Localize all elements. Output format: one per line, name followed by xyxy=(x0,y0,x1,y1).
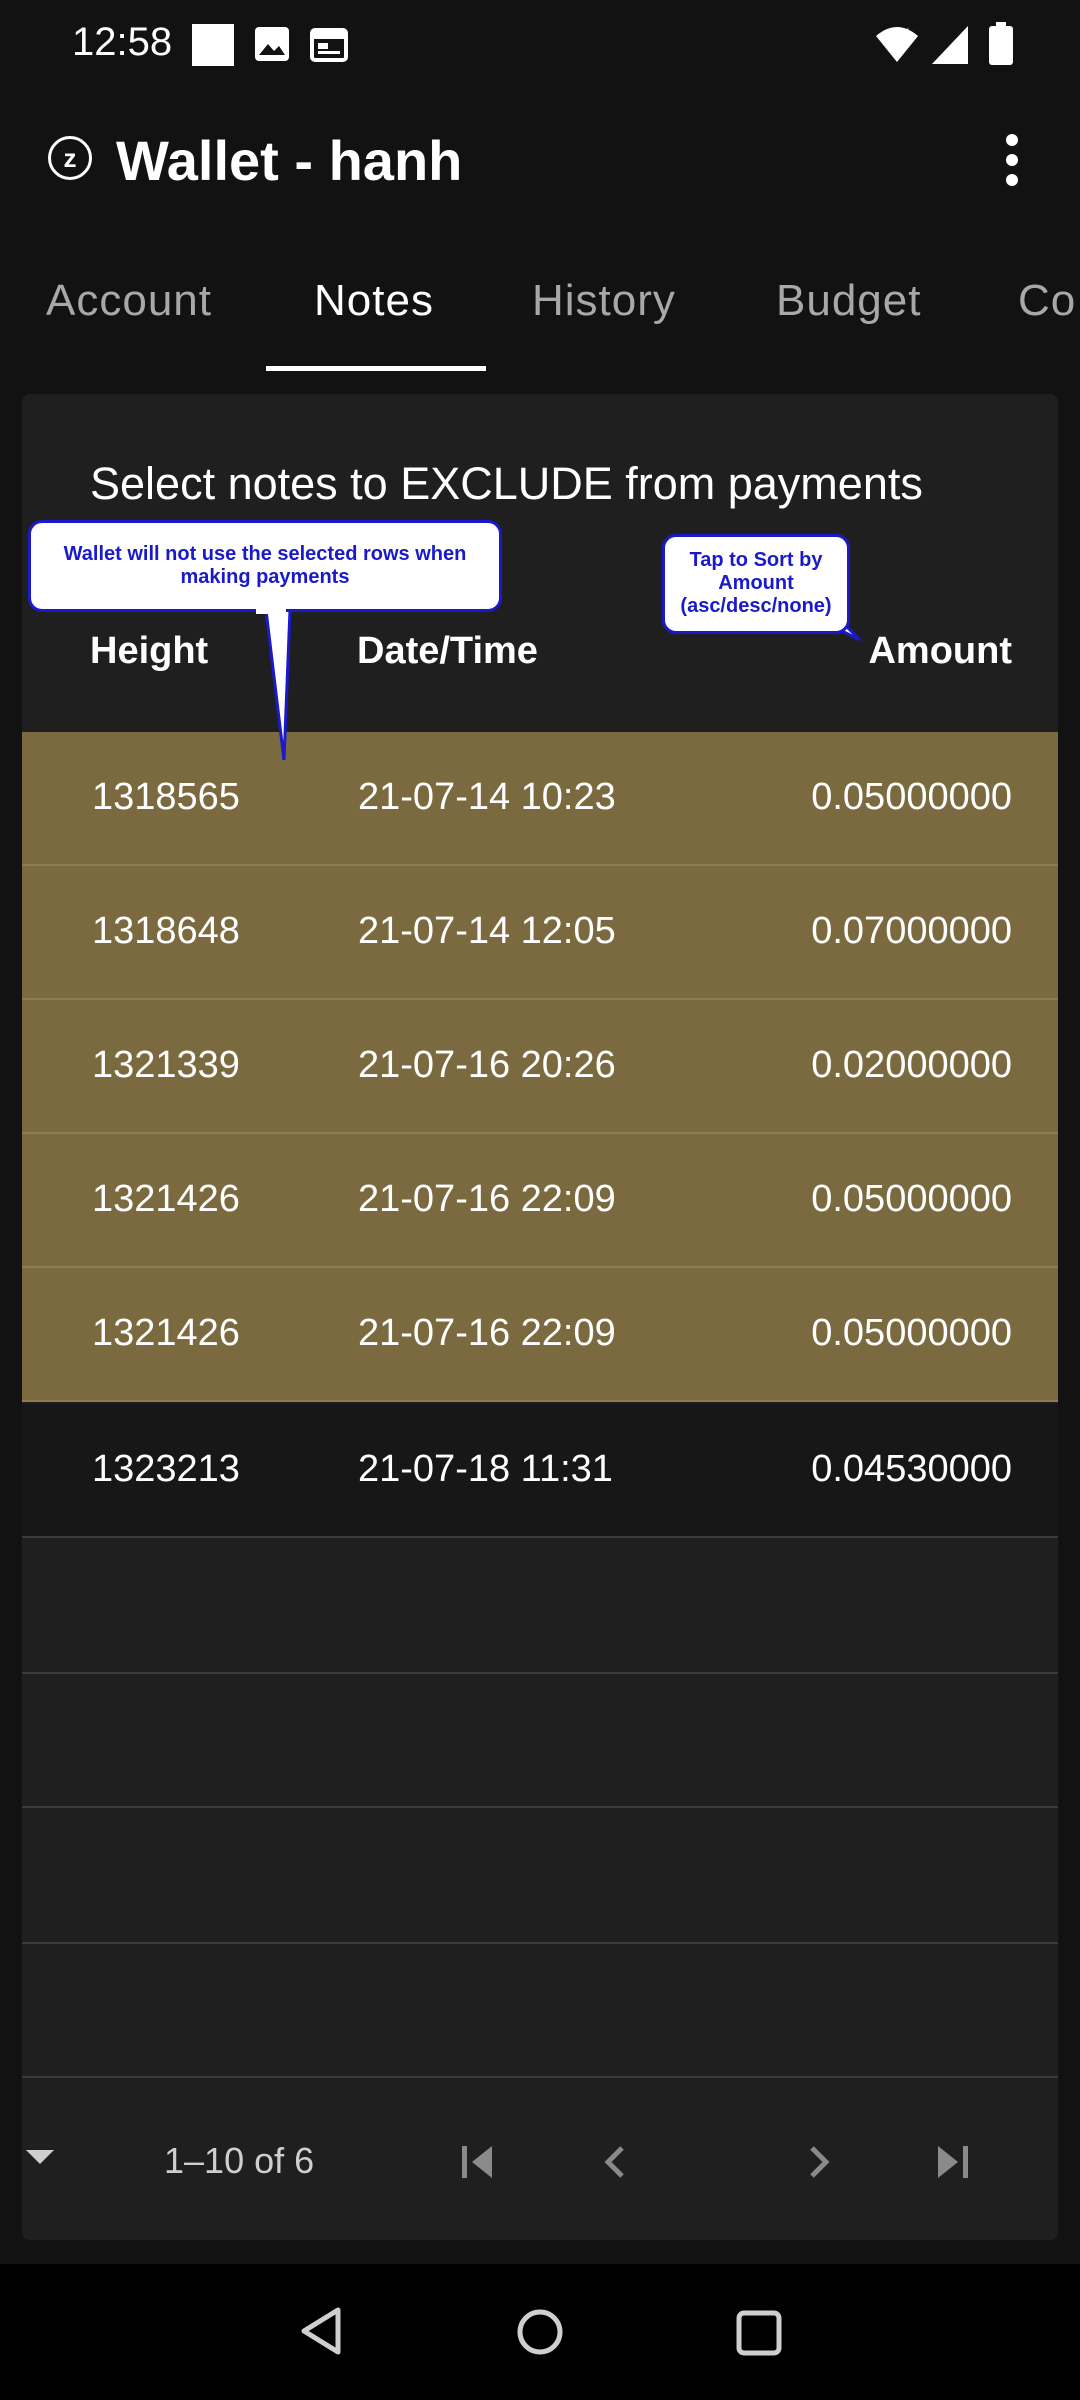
column-header-amount[interactable]: Amount xyxy=(868,630,1012,672)
page-title: Wallet - hanh xyxy=(116,129,463,192)
tooltip-sort-amount: Tap to Sort by Amount (asc/desc/none) xyxy=(662,534,850,634)
cell-height: 1318565 xyxy=(92,776,240,818)
tab-indicator xyxy=(266,366,486,371)
system-nav-bar xyxy=(0,2264,1080,2400)
pagination-label: 1–10 of 6 xyxy=(164,2140,315,2181)
recents-icon[interactable] xyxy=(736,2310,782,2361)
tooltip-selected-rows: Wallet will not use the selected rows wh… xyxy=(28,520,502,612)
rows-per-page-dropdown-icon[interactable] xyxy=(26,2150,54,2164)
first-page-icon[interactable] xyxy=(458,2142,498,2187)
wifi-icon: x xyxy=(874,23,920,69)
cell-height: 1321426 xyxy=(92,1178,240,1220)
cell-amount: 0.04530000 xyxy=(811,1448,1012,1490)
back-icon[interactable] xyxy=(298,2306,344,2361)
image-icon xyxy=(254,26,290,67)
empty-row xyxy=(22,1540,1058,1674)
table-row[interactable]: 1323213 21-07-18 11:31 0.04530000 xyxy=(22,1404,1058,1538)
prev-page-icon[interactable] xyxy=(596,2142,636,2187)
tab-budget[interactable]: Budget xyxy=(776,276,922,325)
cell-height: 1321426 xyxy=(92,1312,240,1354)
cell-datetime: 21-07-16 20:26 xyxy=(358,1044,616,1086)
tab-notes[interactable]: Notes xyxy=(314,276,434,325)
empty-row xyxy=(22,1674,1058,1808)
last-page-icon[interactable] xyxy=(932,2142,972,2187)
notes-title: Select notes to EXCLUDE from payments xyxy=(90,458,923,509)
battery-icon xyxy=(988,22,1014,71)
tab-history[interactable]: History xyxy=(532,276,676,325)
svg-text:x: x xyxy=(902,24,909,39)
tab-bar: Account Notes History Budget Co xyxy=(0,240,1080,370)
calendar-icon xyxy=(310,26,348,69)
empty-row xyxy=(22,1810,1058,1944)
home-icon[interactable] xyxy=(516,2308,564,2361)
table-row[interactable]: 1318648 21-07-14 12:05 0.07000000 xyxy=(22,866,1058,1000)
tooltip-pointer-joint xyxy=(256,606,286,614)
column-header-height[interactable]: Height xyxy=(90,630,209,672)
more-vert-icon[interactable] xyxy=(992,130,1032,190)
cell-height: 1323213 xyxy=(92,1448,240,1490)
next-page-icon[interactable] xyxy=(798,2142,838,2187)
tooltip-sort-line: Amount xyxy=(718,572,794,594)
cell-amount: 0.05000000 xyxy=(811,1178,1012,1220)
table-row[interactable]: 1321339 21-07-16 20:26 0.02000000 xyxy=(22,1000,1058,1134)
tab-contacts[interactable]: Co xyxy=(1018,276,1077,325)
cell-amount: 0.07000000 xyxy=(811,910,1012,952)
cell-datetime: 21-07-14 12:05 xyxy=(358,910,616,952)
cell-height: 1318648 xyxy=(92,910,240,952)
cell-datetime: 21-07-16 22:09 xyxy=(358,1178,616,1220)
column-header-datetime[interactable]: Date/Time xyxy=(357,630,538,672)
tooltip-sort-line: (asc/desc/none) xyxy=(680,595,832,617)
cell-datetime: 21-07-16 22:09 xyxy=(358,1312,616,1354)
cell-signal-icon xyxy=(930,24,970,71)
table-row[interactable]: 1318565 21-07-14 10:23 0.05000000 xyxy=(22,732,1058,866)
cell-datetime: 21-07-18 11:31 xyxy=(358,1448,613,1490)
cell-datetime: 21-07-14 10:23 xyxy=(358,776,616,818)
cell-height: 1321339 xyxy=(92,1044,240,1086)
status-time: 12:58 xyxy=(72,20,173,64)
tab-account[interactable]: Account xyxy=(46,276,212,325)
cell-amount: 0.05000000 xyxy=(811,1312,1012,1354)
table-row[interactable]: 1321426 21-07-16 22:09 0.05000000 xyxy=(22,1268,1058,1402)
empty-row xyxy=(22,1944,1058,2078)
status-bar: 12:58 x xyxy=(0,0,1080,90)
table-row[interactable]: 1321426 21-07-16 22:09 0.05000000 xyxy=(22,1134,1058,1268)
tooltip-sort-line: Tap to Sort by xyxy=(689,549,823,571)
app-logo: z xyxy=(48,136,92,180)
cell-amount: 0.05000000 xyxy=(811,776,1012,818)
cell-amount: 0.02000000 xyxy=(811,1044,1012,1086)
square-notification-icon xyxy=(192,24,234,71)
